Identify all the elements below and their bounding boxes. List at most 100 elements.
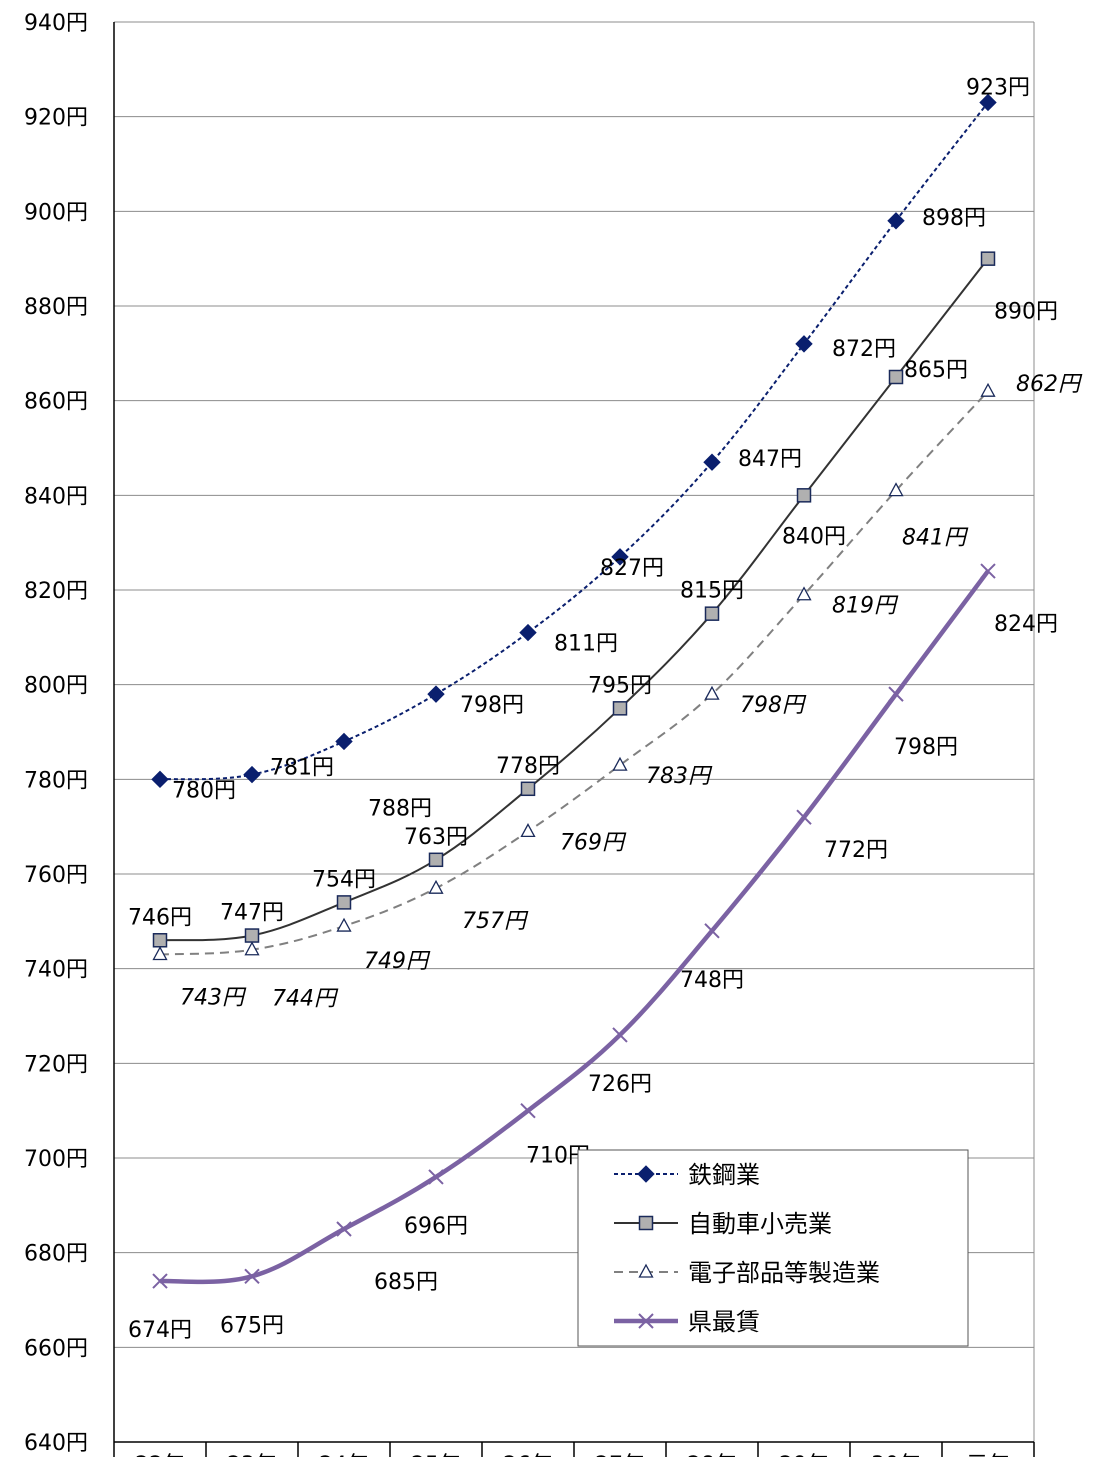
series-1 <box>151 93 997 789</box>
y-tick-label: 680円 <box>24 1242 88 1267</box>
square-marker <box>612 701 628 716</box>
square-marker <box>704 606 720 621</box>
data-label: 815円 <box>680 579 744 604</box>
diamond-marker <box>637 1165 655 1183</box>
x-marker <box>980 563 996 579</box>
x-marker <box>336 1221 352 1237</box>
x-tick-label: 28年 <box>687 1453 737 1457</box>
diamond-marker <box>979 93 997 112</box>
triangle-marker <box>520 823 536 838</box>
series-line <box>159 390 989 956</box>
data-label: 685円 <box>374 1270 438 1295</box>
y-tick-label: 720円 <box>24 1052 88 1077</box>
y-tick-label: 640円 <box>24 1431 88 1456</box>
series-4 <box>152 563 996 1289</box>
triangle-marker <box>888 482 904 497</box>
diamond-marker <box>887 212 905 230</box>
series-line <box>159 258 989 942</box>
square-marker <box>796 488 812 503</box>
data-label: 783円 <box>646 764 713 789</box>
triangle-marker <box>152 946 168 961</box>
series-3 <box>152 382 996 961</box>
x-tick-label: 23年 <box>227 1453 277 1457</box>
data-label: 798円 <box>460 693 524 718</box>
x-tick-label: 30年 <box>871 1453 921 1457</box>
data-label: 798円 <box>894 735 958 760</box>
x-tick-label: 27年 <box>595 1453 645 1457</box>
x-tick-label: 22年 <box>135 1453 185 1457</box>
data-label: 923円 <box>966 75 1030 100</box>
data-label: 744円 <box>272 987 339 1012</box>
y-tick-label: 800円 <box>24 674 88 699</box>
data-label: 840円 <box>782 524 846 549</box>
y-tick-label: 700円 <box>24 1147 88 1172</box>
x-marker <box>796 809 812 825</box>
diamond-marker <box>795 335 813 353</box>
gridlines <box>113 21 1035 1443</box>
legend-label: 鉄鋼業 <box>688 1161 760 1189</box>
data-label: 726円 <box>588 1072 652 1097</box>
x-marker <box>152 1273 168 1289</box>
triangle-marker <box>612 756 628 771</box>
triangle-marker <box>638 1263 654 1278</box>
data-label: 696円 <box>404 1214 468 1239</box>
legend-label: 電子部品等製造業 <box>688 1259 880 1287</box>
y-tick-label: 940円 <box>24 11 88 36</box>
x-tick-label: 26年 <box>503 1453 553 1457</box>
x-marker <box>520 1102 536 1119</box>
y-tick-label: 740円 <box>24 958 88 983</box>
x-marker <box>638 1313 654 1329</box>
data-label: 757円 <box>462 909 529 934</box>
data-label: 780円 <box>172 778 236 803</box>
diamond-marker <box>703 453 721 471</box>
square-marker <box>520 781 536 797</box>
legend-label: 自動車小売業 <box>688 1210 832 1238</box>
x-marker <box>888 686 904 702</box>
square-marker <box>980 251 996 266</box>
data-label: 749円 <box>364 949 431 974</box>
data-label: 781円 <box>270 756 334 781</box>
diamond-marker <box>611 548 629 566</box>
y-tick-label: 880円 <box>24 295 88 320</box>
diamond-marker <box>335 732 353 751</box>
data-label: 754円 <box>312 867 376 892</box>
legend-label: 県最賃 <box>688 1308 760 1336</box>
data-label: 747円 <box>220 901 284 926</box>
data-label: 746円 <box>128 905 192 930</box>
data-label: 772円 <box>824 838 888 863</box>
series-line <box>159 569 990 1285</box>
x-tick-label: 29年 <box>779 1453 829 1457</box>
data-label: 872円 <box>832 337 896 362</box>
y-axis: 640円 660円 680円 700円 720円 740円 760円 780円 800円 820円… <box>24 11 88 1456</box>
y-tick-label: 660円 <box>24 1336 88 1361</box>
data-label: 862円 <box>1016 372 1083 397</box>
data-label: 865円 <box>904 358 968 383</box>
triangle-marker <box>704 685 720 700</box>
data-label: 811円 <box>554 632 618 657</box>
triangle-marker <box>244 941 260 956</box>
data-label: 743円 <box>180 985 247 1010</box>
x-marker <box>428 1169 444 1185</box>
data-label: 890円 <box>994 300 1058 325</box>
series-group <box>151 93 997 1289</box>
x-tick-label: 元年 <box>966 1453 1010 1457</box>
x-marker <box>244 1268 260 1285</box>
data-label: 769円 <box>560 830 627 855</box>
diamond-marker <box>243 765 261 784</box>
triangle-marker <box>980 382 996 397</box>
square-marker <box>428 852 444 868</box>
square-marker <box>336 895 352 910</box>
y-tick-label: 840円 <box>24 484 88 509</box>
triangle-marker <box>428 879 444 894</box>
y-tick-label: 920円 <box>24 106 88 131</box>
square-marker <box>888 369 904 385</box>
data-label: 827円 <box>600 556 664 581</box>
triangle-marker <box>336 917 352 932</box>
legend-box <box>577 1149 969 1347</box>
series-line <box>159 101 989 781</box>
data-label: 778円 <box>496 754 560 779</box>
y-tick-label: 760円 <box>24 863 88 888</box>
square-marker <box>638 1215 654 1231</box>
diamond-marker <box>427 685 445 703</box>
